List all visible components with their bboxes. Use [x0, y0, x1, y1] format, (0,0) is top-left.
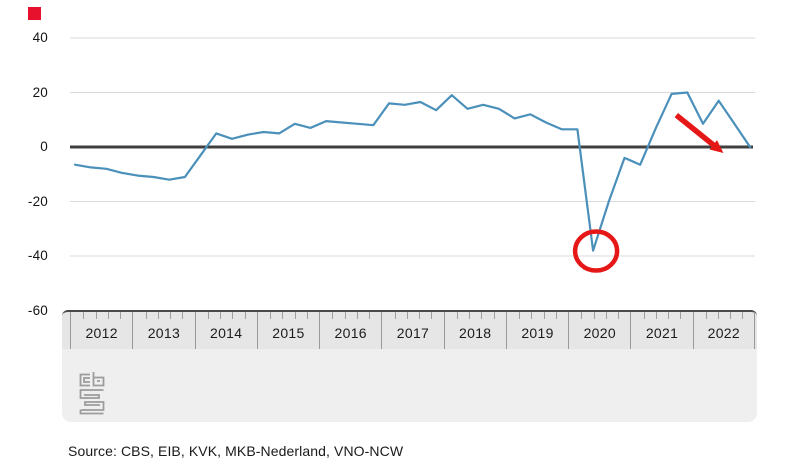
- y-tick-label: -60: [27, 302, 48, 318]
- quarter-tick: [456, 312, 458, 319]
- plot-area: [70, 37, 755, 273]
- quarter-tick: [220, 312, 222, 319]
- y-tick-label: -40: [27, 248, 48, 263]
- quarter-tick: [555, 312, 557, 319]
- quarter-tick: [581, 312, 583, 319]
- year-cell: 2018: [443, 312, 506, 349]
- quarter-tick: [332, 312, 334, 319]
- quarter-tick: [519, 312, 521, 319]
- quarter-tick: [668, 312, 670, 319]
- quarter-tick: [531, 312, 533, 319]
- year-cell: 2019: [505, 312, 568, 349]
- y-tick-label: 0: [40, 139, 48, 154]
- cbs-logo-icon: [79, 372, 105, 415]
- y-tick-label: 20: [32, 84, 48, 100]
- quarter-tick: [469, 312, 471, 319]
- quarter-tick: [717, 312, 719, 319]
- year-cell: 2016: [319, 312, 381, 349]
- quarter-tick: [406, 312, 408, 319]
- quarter-tick: [655, 312, 657, 319]
- annotation-arrow-shaft: [674, 112, 717, 149]
- quarter-tick: [120, 312, 121, 319]
- quarter-tick: [680, 312, 682, 319]
- quarter-tick: [207, 312, 209, 319]
- year-label: 2013: [147, 324, 181, 341]
- x-axis-year-band: 2012 2013 2014 2015 2016 2017 2018 2019 2020 2021…: [62, 310, 757, 349]
- quarter-tick: [643, 312, 645, 319]
- annotation-arrow-head: [709, 140, 724, 153]
- quarter-tick: [170, 312, 172, 319]
- quarter-tick: [481, 312, 483, 319]
- quarter-tick: [605, 312, 607, 319]
- y-tick-label: -20: [27, 193, 48, 209]
- quarter-tick: [244, 312, 246, 319]
- quarter-tick: [729, 312, 731, 319]
- data-line: [73, 91, 752, 252]
- year-label: 2017: [396, 324, 430, 341]
- quarter-tick: [394, 312, 396, 319]
- year-cell: 2014: [194, 312, 257, 349]
- quarter-tick: [419, 312, 421, 319]
- quarter-tick: [282, 312, 284, 319]
- year-label: 2012: [85, 324, 118, 341]
- year-label: 2014: [209, 324, 243, 341]
- year-label: 2022: [707, 324, 740, 341]
- quarter-tick: [431, 312, 433, 319]
- annotation-circle: [572, 229, 620, 273]
- quarter-tick: [493, 312, 495, 319]
- year-cell: 2017: [381, 312, 443, 349]
- quarter-tick: [270, 312, 272, 319]
- quarter-tick: [369, 312, 371, 319]
- year-cell: 2020: [568, 312, 630, 349]
- axis-panel: 2012 2013 2014 2015 2016 2017 2018 2019 2020 2021…: [62, 310, 757, 422]
- year-label: 2018: [459, 324, 492, 341]
- year-label: 2015: [272, 324, 305, 341]
- quarter-tick: [306, 312, 308, 319]
- quarter-tick: [157, 312, 159, 319]
- cbs-red-square: [28, 7, 41, 20]
- year-cell: 2015: [256, 312, 319, 349]
- quarter-tick: [741, 312, 743, 319]
- quarter-tick: [543, 312, 545, 319]
- quarter-tick: [182, 312, 184, 319]
- year-cell: 2012: [70, 312, 132, 349]
- year-cell: 2022: [692, 312, 755, 349]
- quarter-tick: [107, 312, 109, 319]
- year-cell: 2013: [132, 312, 194, 349]
- quarter-tick: [356, 312, 358, 319]
- y-tick-label: 40: [32, 30, 48, 45]
- quarter-tick: [593, 312, 595, 319]
- quarter-tick: [294, 312, 296, 319]
- year-cell: 2021: [630, 312, 692, 349]
- y-axis: 40 20 0 -20 -40 -60: [0, 0, 48, 330]
- quarter-tick: [618, 312, 620, 319]
- quarter-tick: [145, 312, 147, 319]
- year-label: 2016: [334, 324, 367, 341]
- quarter-tick: [83, 312, 85, 319]
- quarter-tick: [705, 312, 707, 319]
- year-label: 2020: [583, 324, 616, 341]
- year-label: 2019: [521, 324, 554, 341]
- year-label: 2021: [645, 324, 679, 341]
- source-text: Source: CBS, EIB, KVK, MKB-Nederland, VN…: [68, 443, 404, 459]
- quarter-tick: [232, 312, 234, 319]
- quarter-tick: [344, 312, 346, 319]
- quarter-tick: [95, 312, 97, 319]
